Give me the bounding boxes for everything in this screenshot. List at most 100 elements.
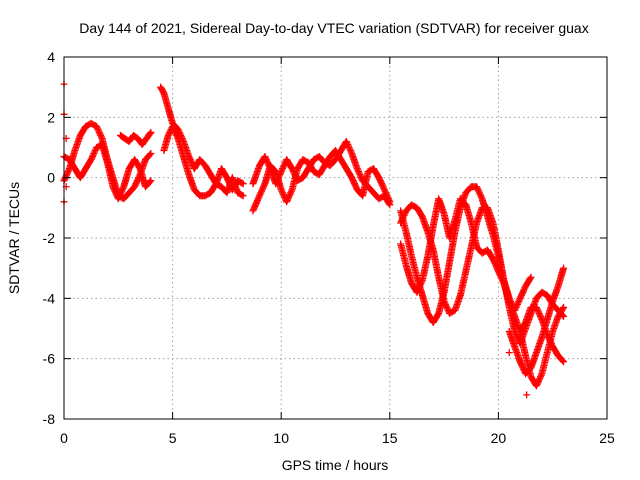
data-point [342, 137, 350, 145]
data-point [494, 267, 502, 275]
data-point [169, 122, 177, 130]
data-point [492, 263, 500, 271]
data-point [527, 273, 535, 281]
data-point [146, 151, 154, 159]
data-point [255, 193, 263, 201]
data-point [418, 278, 426, 286]
data-point [110, 186, 118, 194]
data-point [87, 156, 95, 164]
data-point [61, 175, 69, 183]
data-point [186, 156, 194, 164]
data-point [93, 124, 101, 132]
data-point [223, 174, 231, 182]
data-point [415, 284, 423, 292]
data-point [533, 305, 541, 313]
data-point [348, 174, 356, 182]
data-point [399, 214, 407, 222]
chart-title: Day 144 of 2021, Sidereal Day-to-day VTE… [79, 20, 588, 36]
data-point [495, 269, 503, 277]
y-tick-label: -4 [43, 290, 56, 306]
data-point [116, 192, 124, 200]
data-point [347, 148, 355, 156]
data-point [397, 219, 405, 227]
data-point [253, 198, 261, 206]
data-point [132, 180, 140, 188]
data-point [490, 257, 498, 265]
data-point [560, 358, 568, 366]
data-point [491, 260, 499, 268]
data-point [278, 166, 286, 174]
data-point [558, 356, 566, 364]
data-point [513, 302, 521, 310]
data-point [172, 130, 180, 138]
data-point [413, 288, 421, 296]
y-tick-label: 4 [47, 49, 55, 65]
data-point [399, 213, 407, 221]
data-point [224, 175, 232, 183]
data-point [514, 299, 522, 307]
data-point [382, 189, 390, 197]
data-point [261, 153, 269, 161]
data-point [518, 290, 526, 298]
data-point [384, 195, 392, 203]
data-point [287, 187, 295, 195]
data-point [544, 332, 552, 340]
data-point [384, 193, 392, 201]
data-point [375, 174, 383, 182]
data-point [119, 184, 127, 192]
data-point [344, 142, 352, 150]
data-point [169, 124, 177, 132]
x-tick-label: 5 [169, 430, 177, 446]
data-point [287, 189, 295, 197]
data-point [254, 196, 262, 204]
data-point [224, 177, 232, 185]
data-point [256, 190, 264, 198]
data-point [146, 178, 154, 186]
data-point [116, 190, 124, 198]
data-point [64, 168, 72, 176]
data-point [518, 362, 526, 370]
data-point [517, 361, 525, 369]
data-point [473, 184, 481, 192]
data-point [441, 300, 449, 308]
y-tick-label: -8 [43, 411, 56, 427]
data-point [263, 157, 271, 165]
data-point [385, 196, 393, 204]
data-point [441, 299, 449, 307]
data-point [520, 287, 528, 295]
y-tick-label: -2 [43, 230, 56, 246]
data-point [262, 154, 270, 162]
data-point [114, 195, 122, 203]
x-axis-label: GPS time / hours [282, 457, 389, 473]
data-point [350, 178, 358, 186]
data-point [526, 275, 534, 283]
data-point [477, 193, 485, 201]
data-points [60, 80, 568, 399]
data-point [498, 276, 506, 284]
data-point [239, 192, 247, 200]
data-point [164, 131, 172, 139]
data-point [279, 163, 287, 171]
data-point [131, 183, 139, 191]
data-point [378, 181, 386, 189]
data-point [560, 303, 568, 311]
data-point [378, 180, 386, 188]
data-point [547, 338, 555, 346]
data-point [349, 177, 357, 185]
data-point [93, 122, 101, 130]
data-point [95, 128, 103, 136]
data-point [278, 187, 286, 195]
data-point [118, 186, 126, 194]
data-point [354, 166, 362, 174]
data-point [513, 300, 521, 308]
data-point [398, 216, 406, 224]
data-point [279, 165, 287, 173]
data-point [285, 193, 293, 201]
data-point [146, 130, 154, 138]
data-point [343, 139, 351, 147]
data-point [171, 127, 179, 135]
data-point [473, 183, 481, 191]
data-point [109, 183, 117, 191]
data-point [515, 297, 523, 305]
